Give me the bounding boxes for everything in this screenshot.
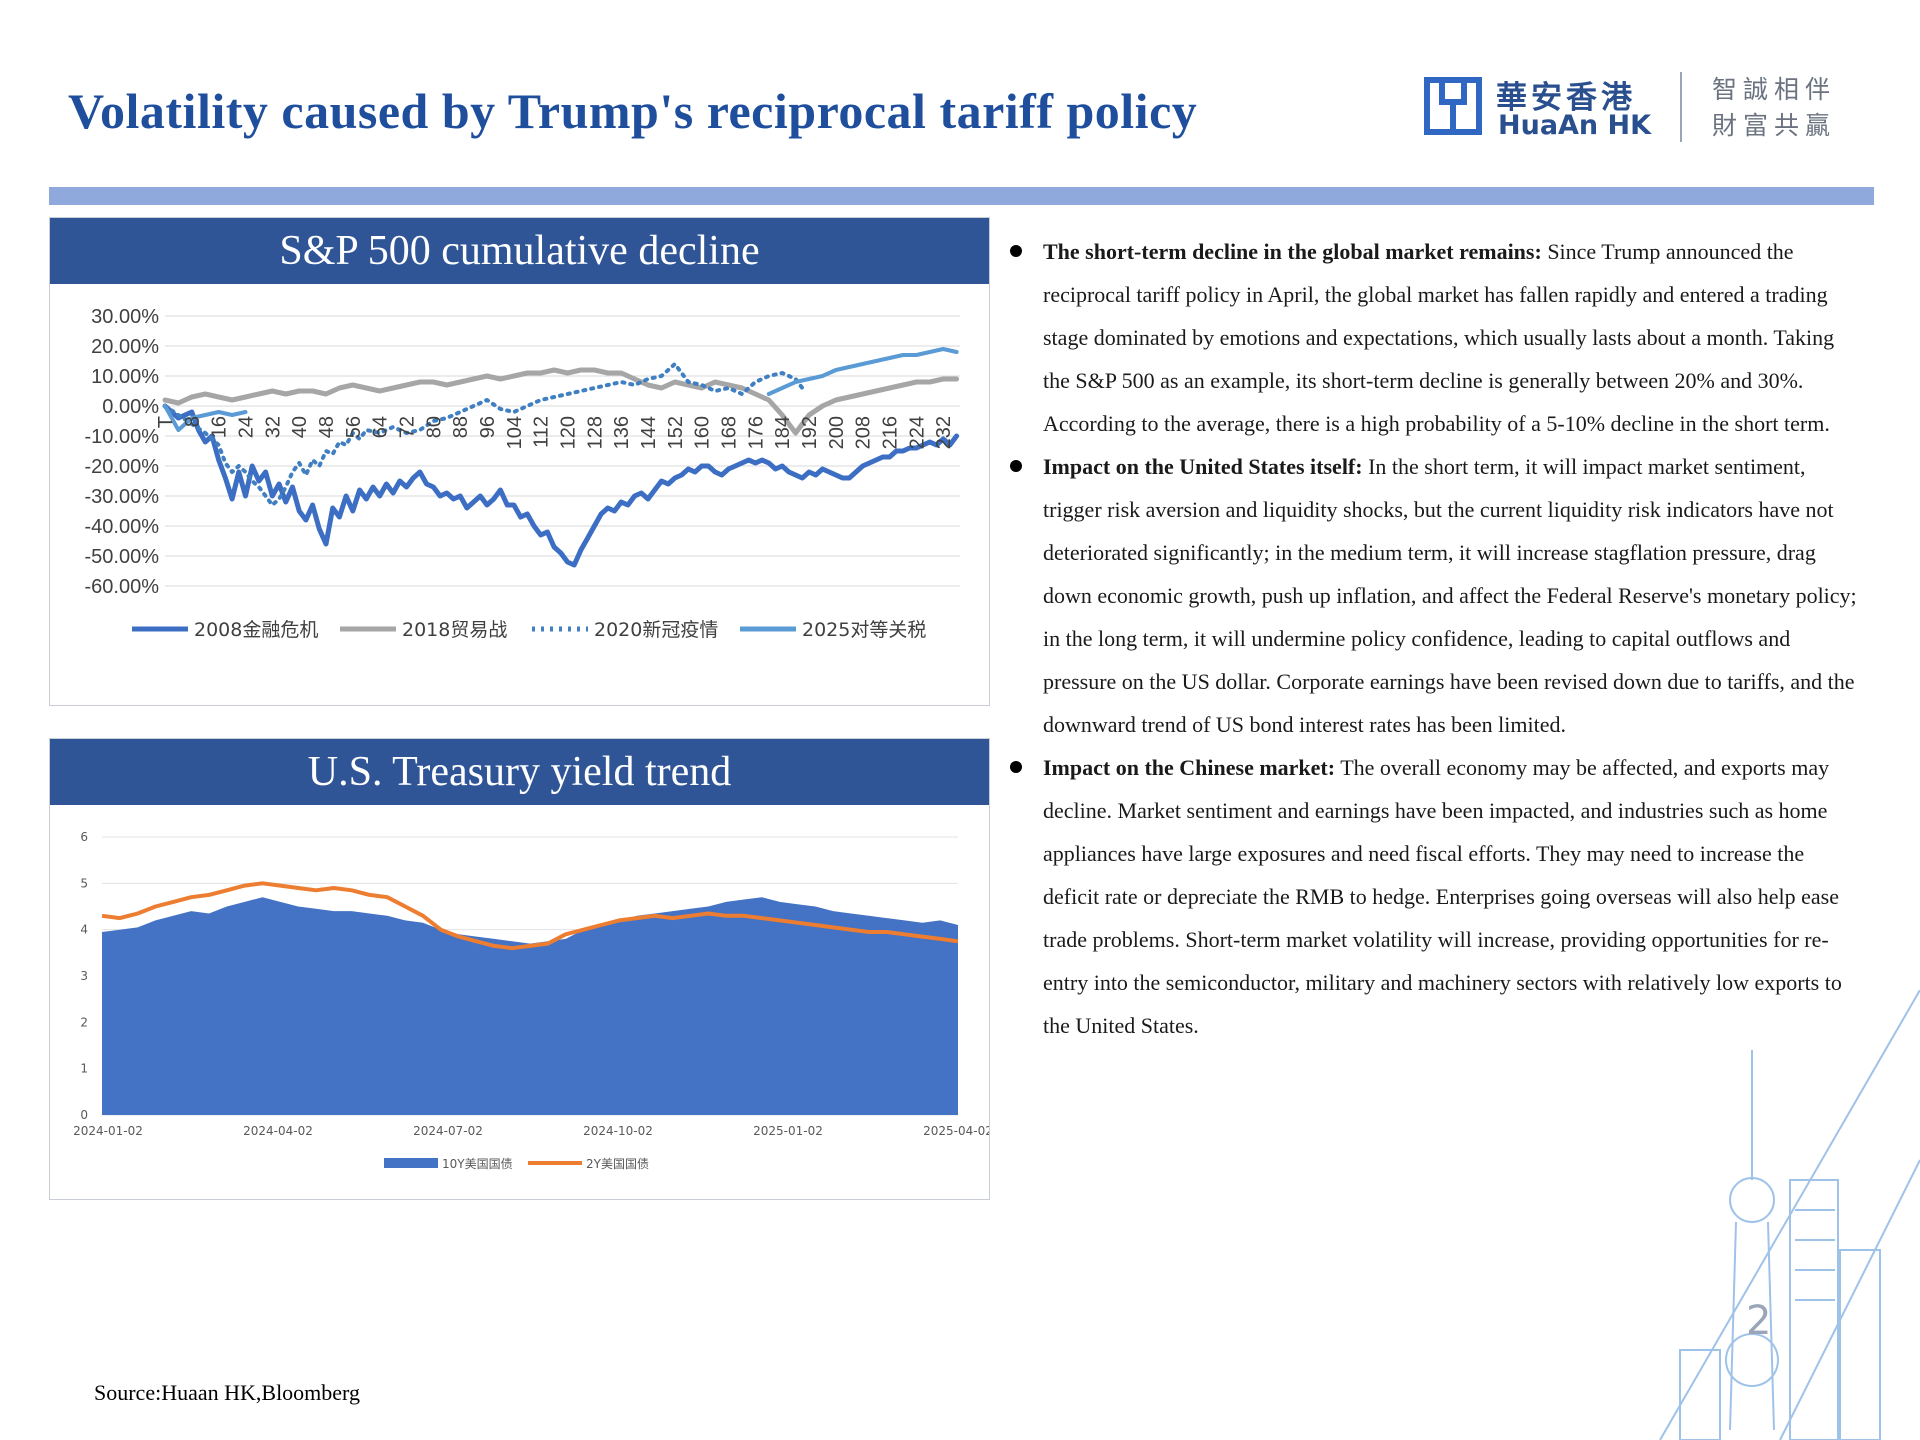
x-tick-label: 136 [611, 416, 633, 449]
x-tick-label: 104 [504, 416, 526, 449]
y-tick-label: -50.00% [85, 546, 160, 568]
x-tick-label: 144 [638, 416, 660, 449]
header-divider-bar [49, 187, 1874, 205]
y-tick-label: 4 [80, 923, 88, 937]
y-tick-label: -60.00% [85, 576, 160, 598]
logo-slogan-line1: 智誠相伴 [1712, 75, 1837, 104]
x-tick-label: 208 [853, 416, 875, 449]
sp500-chart-title: S&P 500 cumulative decline [50, 218, 989, 284]
bullet-global-market: The short-term decline in the global mar… [1010, 230, 1860, 445]
logo-divider [1680, 72, 1682, 142]
logo-english-name: HuaAn HK [1498, 110, 1652, 141]
y-tick-label: -20.00% [85, 456, 160, 478]
page-number: 2 [1746, 1298, 1772, 1344]
bullet-china-impact: Impact on the Chinese market: The overal… [1010, 746, 1860, 1047]
y-tick-label: 30.00% [91, 306, 159, 328]
legend-label: 2025对等关税 [802, 619, 926, 641]
x-tick-label: 40 [289, 416, 311, 438]
bullet-us-impact: Impact on the United States itself: In t… [1010, 445, 1860, 746]
bullet-heading: Impact on the United States itself: [1043, 454, 1363, 479]
x-tick-label: 2024-04-02 [243, 1124, 313, 1138]
x-tick-label: 24 [236, 416, 258, 438]
bullet-text: Since Trump announced the reciprocal tar… [1043, 239, 1835, 436]
x-tick-label: 2024-01-02 [73, 1124, 143, 1138]
page-title: Volatility caused by Trump's reciprocal … [68, 83, 1198, 139]
x-tick-label: 160 [692, 416, 714, 449]
x-tick-label: 16 [209, 416, 231, 438]
treasury-chart-panel: U.S. Treasury yield trend 6 5 4 3 2 1 0 2024-01… [49, 738, 990, 1200]
x-tick-label: 32 [262, 416, 284, 438]
series-line-2y [101, 881, 959, 951]
sp500-chart-panel: S&P 500 cumulative decline 30.00% 20.00% 1… [49, 217, 990, 706]
x-tick-label: 128 [584, 416, 606, 449]
legend-label: 10Y美国国债 [442, 1157, 513, 1171]
x-tick-label: 2025-04-02 [923, 1124, 989, 1138]
logo-slogan-line2: 財富共贏 [1712, 111, 1837, 140]
sp500-chart: 30.00% 20.00% 10.00% 0.00% -10.00% -20.00% -30… [85, 306, 960, 641]
y-tick-label: 0 [80, 1108, 88, 1122]
x-tick-label: 168 [719, 416, 741, 449]
y-tick-label: 10.00% [91, 366, 159, 388]
series-line-5 [766, 347, 959, 396]
x-tick-label: 8 [182, 416, 204, 427]
x-tick-label: T [155, 416, 177, 428]
x-tick-label: 152 [665, 416, 687, 449]
x-tick-label: 96 [477, 416, 499, 438]
bullet-heading: Impact on the Chinese market: [1043, 755, 1336, 780]
huaan-logo-icon [1424, 77, 1482, 135]
x-tick-label: 88 [450, 416, 472, 438]
series-line-3 [163, 362, 805, 507]
analysis-bullet-list: The short-term decline in the global mar… [1010, 230, 1860, 1047]
y-tick-label: 3 [80, 969, 88, 983]
y-tick-label: -30.00% [85, 486, 160, 508]
bullet-heading: The short-term decline in the global mar… [1043, 239, 1542, 264]
x-tick-label: 56 [343, 416, 365, 438]
source-note: Source:Huaan HK,Bloomberg [94, 1380, 360, 1405]
x-tick-label: 224 [906, 416, 928, 449]
series-line-4 [163, 404, 248, 432]
y-tick-label: 1 [80, 1062, 88, 1076]
x-tick-label: 184 [772, 416, 794, 449]
y-tick-label: 20.00% [91, 336, 159, 358]
series-area-10y [102, 897, 958, 1115]
legend-label: 2Y美国国债 [586, 1157, 649, 1171]
treasury-chart: 6 5 4 3 2 1 0 2024-01-02 2024-04-02 2024-07-02 202… [73, 830, 989, 1171]
treasury-chart-title: U.S. Treasury yield trend [50, 739, 989, 805]
y-tick-label: 0.00% [102, 396, 159, 418]
series-line-1 [162, 403, 960, 568]
x-tick-label: 80 [423, 416, 445, 438]
company-logo: 華安香港 HuaAn HK 智誠相伴 財富共贏 [1424, 72, 1844, 144]
x-tick-label: 112 [531, 416, 553, 448]
x-tick-label: 192 [799, 416, 821, 449]
x-tick-label: 48 [316, 416, 338, 438]
x-tick-label: 2024-10-02 [583, 1124, 653, 1138]
x-tick-label: 64 [370, 416, 392, 438]
y-tick-label: -10.00% [85, 426, 160, 448]
x-tick-label: 216 [880, 416, 902, 449]
logo-chinese-name: 華安香港 [1496, 80, 1636, 116]
series-line-2 [162, 367, 960, 436]
x-tick-label: 176 [745, 416, 767, 449]
x-tick-label: 72 [397, 416, 419, 438]
y-tick-label: 6 [80, 830, 88, 844]
x-tick-label: 120 [558, 416, 580, 449]
legend-label: 2008金融危机 [194, 619, 318, 641]
x-tick-label: 2024-07-02 [413, 1124, 483, 1138]
legend-swatch [384, 1158, 438, 1168]
skyline-decoration [1659, 990, 1920, 1440]
y-tick-label: 5 [80, 876, 88, 890]
legend-label: 2020新冠疫情 [594, 619, 718, 641]
bullet-text: The overall economy may be affected, and… [1043, 755, 1842, 1038]
legend-label: 2018贸易战 [402, 619, 507, 641]
bullet-text: In the short term, it will impact market… [1043, 454, 1857, 737]
logo-slogan: 智誠相伴 財富共贏 [1712, 72, 1836, 144]
y-tick-label: -40.00% [85, 516, 160, 538]
x-tick-label: 2025-01-02 [753, 1124, 823, 1138]
x-tick-label: 232 [933, 416, 955, 449]
y-tick-label: 2 [80, 1015, 88, 1029]
x-tick-label: 200 [826, 416, 848, 449]
